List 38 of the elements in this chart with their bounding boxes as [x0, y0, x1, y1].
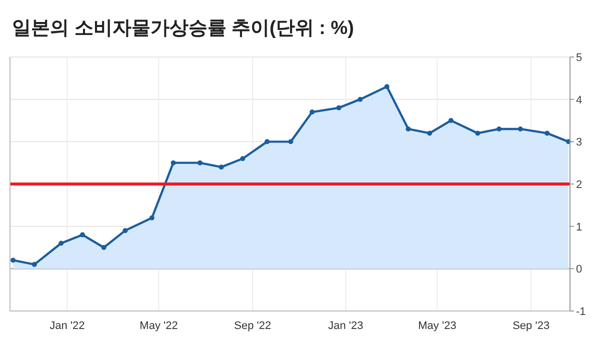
point: [448, 118, 454, 123]
point: [122, 228, 128, 234]
point: [197, 160, 202, 166]
point: [288, 139, 294, 144]
y-tick-label: 0: [576, 264, 582, 276]
point: [101, 245, 106, 250]
point: [218, 164, 224, 170]
point: [240, 156, 246, 162]
y-tick-label: 3: [576, 136, 582, 149]
point: [475, 130, 480, 136]
point: [80, 232, 85, 238]
x-tick-label: Sep '23: [512, 320, 550, 332]
point: [149, 215, 154, 220]
point: [358, 96, 363, 102]
point: [384, 84, 390, 90]
point: [518, 126, 523, 132]
y-tick-label: 2: [576, 179, 582, 191]
y-tick-label: 4: [576, 94, 582, 106]
point: [336, 105, 342, 110]
x-tick-label: Jan '22: [50, 320, 85, 332]
title: 일본의 소비자물가상승률 추이(단위 : %): [12, 18, 354, 39]
y-tick-label: 1: [576, 221, 582, 234]
point: [264, 139, 270, 144]
point: [310, 110, 315, 115]
point: [427, 130, 432, 136]
point: [496, 126, 502, 132]
x-tick-label: May '23: [418, 320, 456, 332]
point: [10, 258, 16, 263]
x-tick-label: May '22: [140, 320, 178, 332]
point: [170, 160, 176, 166]
point: [544, 130, 550, 136]
point: [58, 240, 64, 246]
point: [32, 262, 37, 267]
y-tick-label: 5: [576, 52, 582, 64]
x-tick-label: Jan '23: [328, 320, 364, 332]
point: [406, 126, 411, 132]
y-tick-label: -1: [576, 306, 586, 318]
x-tick-label: Sep '22: [234, 320, 272, 332]
